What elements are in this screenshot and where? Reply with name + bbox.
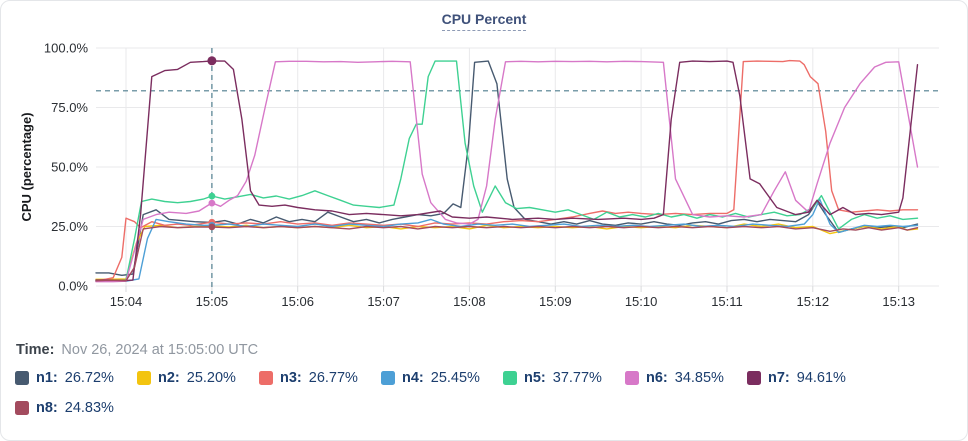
- legend-value: 25.20%: [186, 369, 236, 386]
- legend-value: 26.77%: [308, 369, 358, 386]
- legend-swatch-n3: [259, 370, 273, 385]
- legend-value: 26.72%: [64, 369, 114, 386]
- series-line-n2: [95, 223, 919, 280]
- legend-label: n6:: [646, 369, 668, 386]
- time-caption: Time: Nov 26, 2024 at 15:05:00 UTC: [16, 342, 258, 358]
- legend-label: n5:: [524, 369, 546, 386]
- crosshair-marker-n8: [208, 223, 216, 231]
- series-line-n6: [95, 60, 919, 283]
- legend-item-n3[interactable]: n3: 26.77%: [259, 369, 381, 386]
- time-caption-label: Time:: [16, 342, 55, 358]
- crosshair-marker-n7: [207, 56, 217, 66]
- legend-swatch-n6: [625, 370, 639, 385]
- legend-swatch-n7: [747, 370, 761, 385]
- x-tick-label: 15:11: [711, 294, 743, 309]
- y-tick-label: 75.0%: [51, 100, 88, 115]
- legend-value: 34.85%: [674, 369, 724, 386]
- chart-title[interactable]: CPU Percent: [441, 11, 527, 31]
- legend-swatch-n5: [503, 370, 517, 385]
- legend-label: n8:: [36, 399, 58, 416]
- legend-item-n7[interactable]: n7: 94.61%: [747, 369, 869, 386]
- y-axis-title: CPU (percentage): [19, 112, 34, 221]
- legend-value: 25.45%: [430, 369, 480, 386]
- legend-label: n3:: [280, 369, 302, 386]
- legend: n1: 26.72% n2: 25.20% n3: 26.77% n4: 25.45% n5: 3…: [15, 369, 955, 416]
- legend-swatch-n8: [15, 400, 29, 415]
- crosshair-marker-n6: [208, 199, 216, 207]
- legend-label: n1:: [36, 369, 58, 386]
- legend-swatch-n2: [137, 370, 151, 385]
- x-tick-label: 15:05: [196, 294, 229, 309]
- y-tick-label: 100.0%: [44, 41, 89, 56]
- legend-label: n7:: [768, 369, 790, 386]
- time-caption-value: Nov 26, 2024 at 15:05:00 UTC: [61, 342, 259, 358]
- x-tick-label: 15:06: [281, 294, 314, 309]
- legend-item-n6[interactable]: n6: 34.85%: [625, 369, 747, 386]
- legend-item-n2[interactable]: n2: 25.20%: [137, 369, 259, 386]
- cpu-chart[interactable]: 0.0% 25.0% 50.0% 75.0% 100.0% 15:04 15:05 15:06…: [1, 1, 967, 321]
- legend-value: 94.61%: [796, 369, 846, 386]
- series-line-n8: [95, 225, 919, 282]
- x-tick-label: 15:09: [539, 294, 572, 309]
- legend-item-n8[interactable]: n8: 24.83%: [15, 399, 137, 416]
- crosshair-marker-n5: [208, 192, 216, 200]
- series-line-n1: [95, 60, 919, 276]
- legend-swatch-n1: [15, 370, 29, 385]
- series-line-n5: [95, 60, 919, 282]
- y-tick-label: 25.0%: [51, 219, 88, 234]
- x-tick-label: 15:04: [110, 294, 143, 309]
- chart-header: CPU Percent: [1, 11, 967, 31]
- legend-label: n4:: [402, 369, 424, 386]
- legend-item-n4[interactable]: n4: 25.45%: [381, 369, 503, 386]
- x-tick-label: 15:10: [625, 294, 658, 309]
- y-tick-label: 50.0%: [51, 160, 88, 175]
- x-tick-label: 15:13: [882, 294, 915, 309]
- x-tick-label: 15:12: [797, 294, 830, 309]
- legend-value: 37.77%: [552, 369, 602, 386]
- legend-label: n2:: [158, 369, 180, 386]
- legend-value: 24.83%: [64, 399, 114, 416]
- legend-item-n1[interactable]: n1: 26.72%: [15, 369, 137, 386]
- legend-swatch-n4: [381, 370, 395, 385]
- y-tick-label: 0.0%: [58, 279, 88, 294]
- x-tick-label: 15:08: [453, 294, 486, 309]
- x-tick-label: 15:07: [367, 294, 400, 309]
- series-line-n4: [95, 198, 919, 282]
- legend-item-n5[interactable]: n5: 37.77%: [503, 369, 625, 386]
